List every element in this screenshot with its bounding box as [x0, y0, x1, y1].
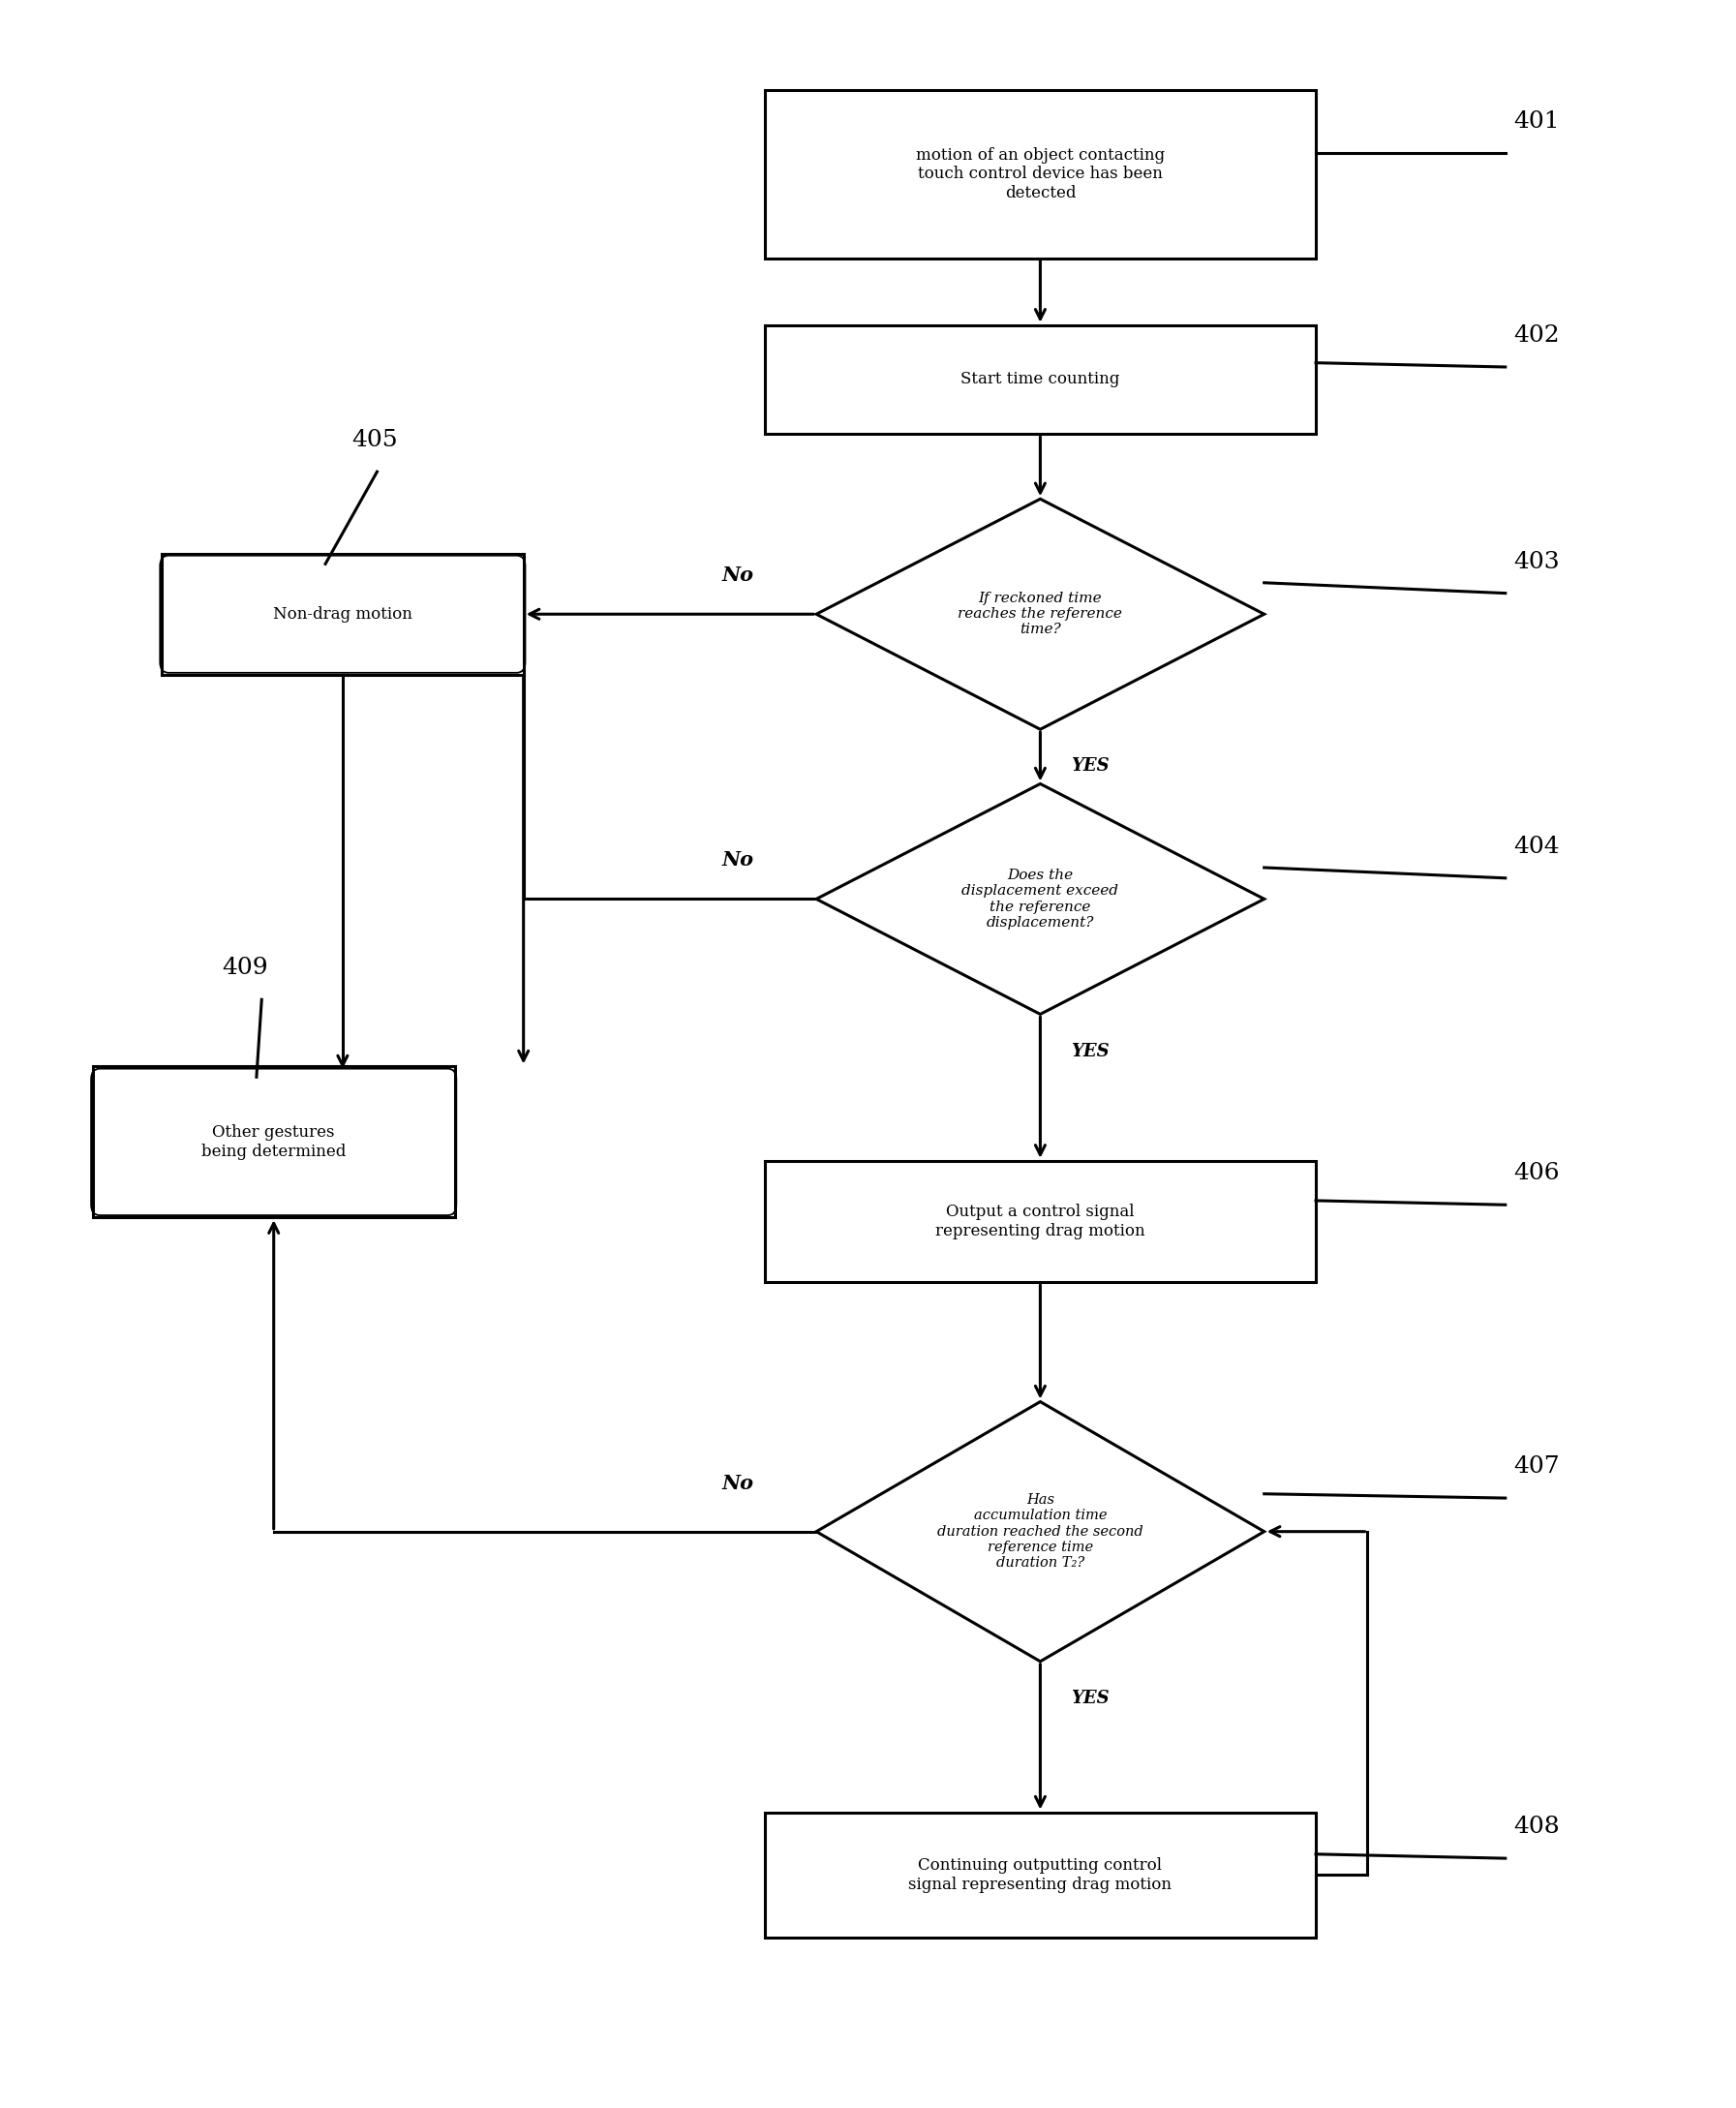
Text: Has
accumulation time
duration reached the second
reference time
duration T₂?: Has accumulation time duration reached t… — [937, 1492, 1144, 1570]
Text: 406: 406 — [1514, 1162, 1561, 1185]
Text: Output a control signal
representing drag motion: Output a control signal representing dra… — [936, 1204, 1146, 1240]
Text: No: No — [722, 850, 753, 868]
FancyBboxPatch shape — [92, 1067, 455, 1218]
Text: 402: 402 — [1514, 325, 1561, 346]
FancyBboxPatch shape — [764, 1162, 1316, 1282]
Text: Other gestures
being determined: Other gestures being determined — [201, 1124, 345, 1159]
Text: No: No — [722, 565, 753, 584]
Text: YES: YES — [1071, 1691, 1109, 1707]
Text: If reckoned time
reaches the reference
time?: If reckoned time reaches the reference t… — [958, 592, 1123, 637]
Text: 405: 405 — [351, 430, 398, 451]
Text: YES: YES — [1071, 757, 1109, 776]
Text: Start time counting: Start time counting — [960, 371, 1120, 388]
Text: Continuing outputting control
signal representing drag motion: Continuing outputting control signal rep… — [908, 1857, 1172, 1893]
FancyBboxPatch shape — [161, 554, 524, 675]
Text: 401: 401 — [1514, 112, 1561, 133]
Text: motion of an object contacting
touch control device has been
detected: motion of an object contacting touch con… — [917, 148, 1165, 202]
Text: 403: 403 — [1514, 550, 1561, 573]
Text: 409: 409 — [222, 957, 267, 980]
FancyBboxPatch shape — [764, 1813, 1316, 1937]
Polygon shape — [816, 784, 1264, 1014]
Text: Does the
displacement exceed
the reference
displacement?: Does the displacement exceed the referen… — [962, 868, 1118, 930]
Polygon shape — [816, 1402, 1264, 1661]
Polygon shape — [816, 500, 1264, 729]
Text: Non-drag motion: Non-drag motion — [273, 605, 411, 622]
Text: YES: YES — [1071, 1043, 1109, 1060]
Text: 407: 407 — [1514, 1455, 1561, 1478]
FancyBboxPatch shape — [764, 91, 1316, 257]
FancyBboxPatch shape — [764, 325, 1316, 434]
Text: 408: 408 — [1514, 1815, 1561, 1838]
Text: No: No — [722, 1473, 753, 1495]
Text: 404: 404 — [1514, 835, 1561, 858]
